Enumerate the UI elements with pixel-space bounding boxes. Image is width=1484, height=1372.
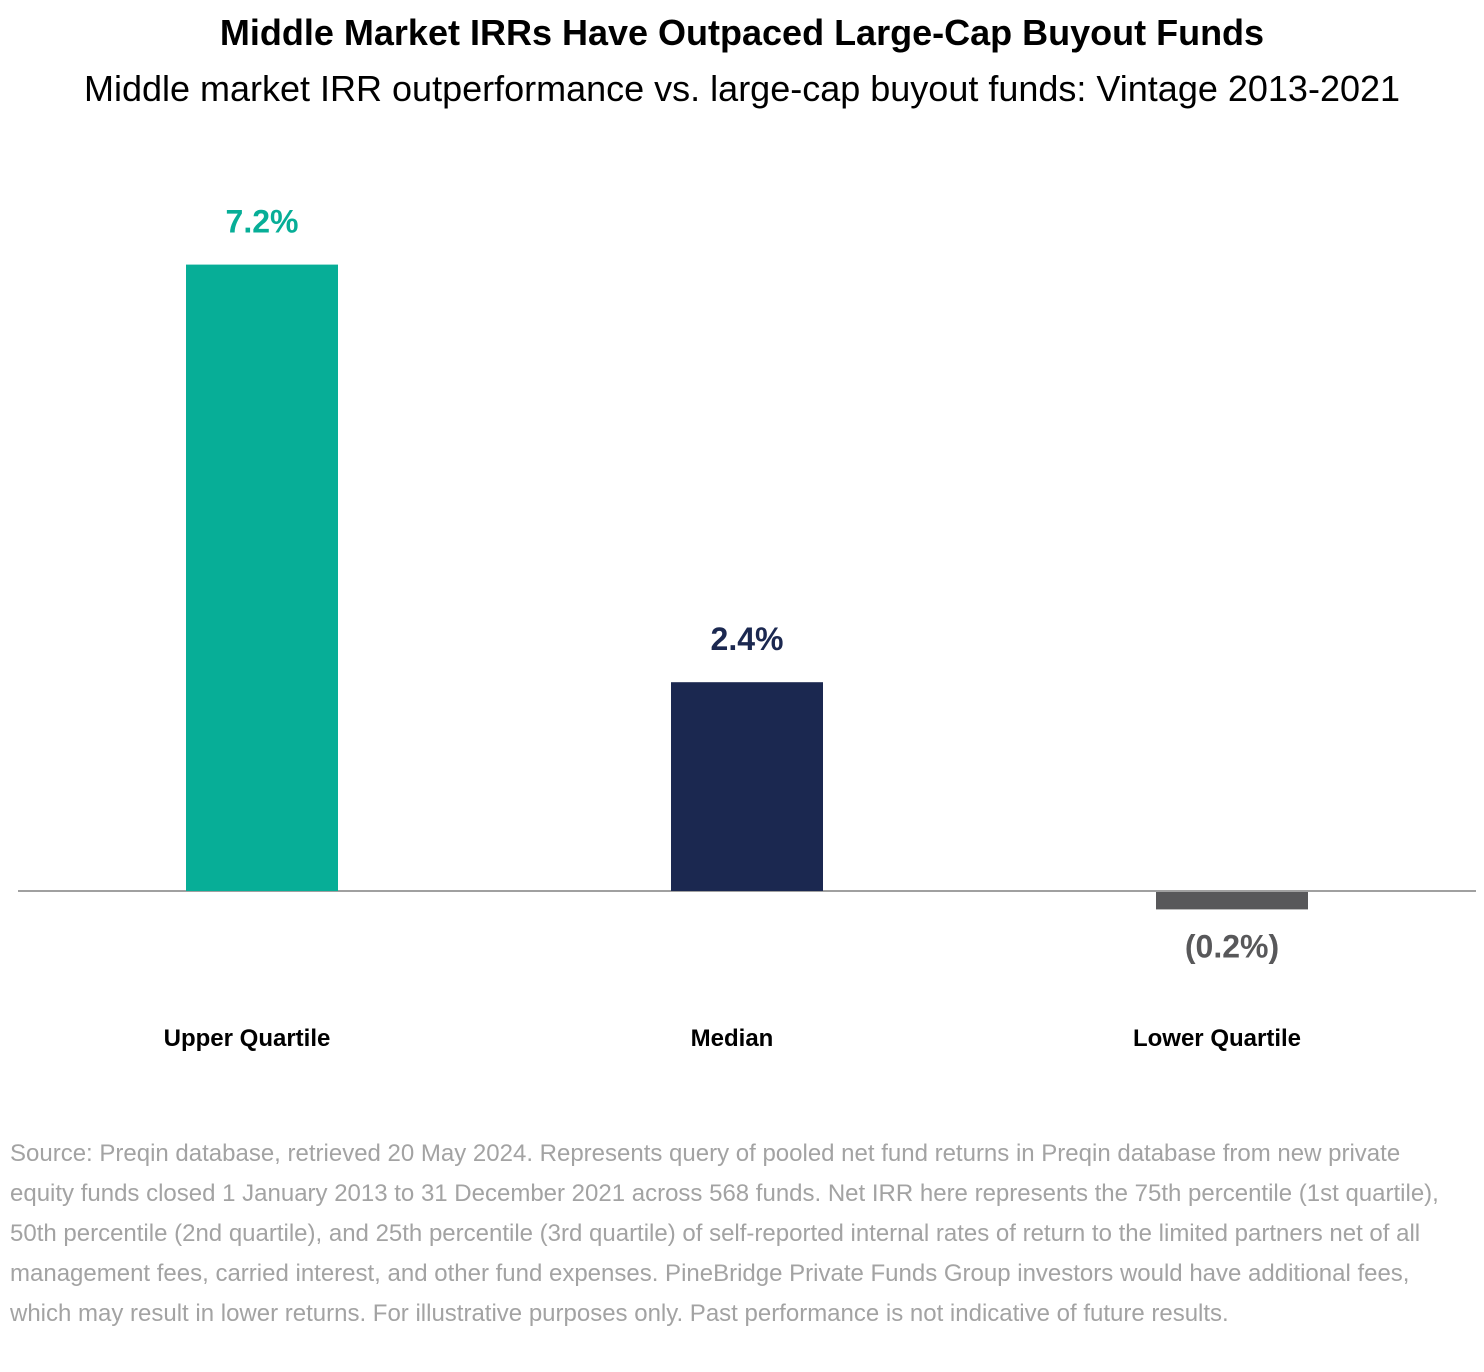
bar-upper-quartile — [186, 264, 338, 892]
bar-lower-quartile — [1156, 892, 1308, 910]
data-label-upper-quartile: 7.2% — [226, 204, 299, 240]
data-label-median: 2.4% — [711, 621, 784, 657]
chart-title: Middle Market IRRs Have Outpaced Large-C… — [219, 12, 1265, 53]
source-note: Source: Preqin database, retrieved 20 Ma… — [10, 1140, 1439, 1327]
category-label-lower-quartile: Lower Quartile — [1133, 1025, 1301, 1052]
bar-chart: 7.2% Upper Quartile 2.4% Median (0.2%) Lower … — [18, 204, 1476, 1052]
bar-median — [671, 682, 823, 891]
chart-subtitle: Middle market IRR outperformance vs. lar… — [83, 68, 1401, 109]
data-label-lower-quartile: (0.2%) — [1185, 928, 1279, 964]
category-label-median: Median — [691, 1025, 774, 1052]
category-label-upper-quartile: Upper Quartile — [164, 1025, 331, 1052]
